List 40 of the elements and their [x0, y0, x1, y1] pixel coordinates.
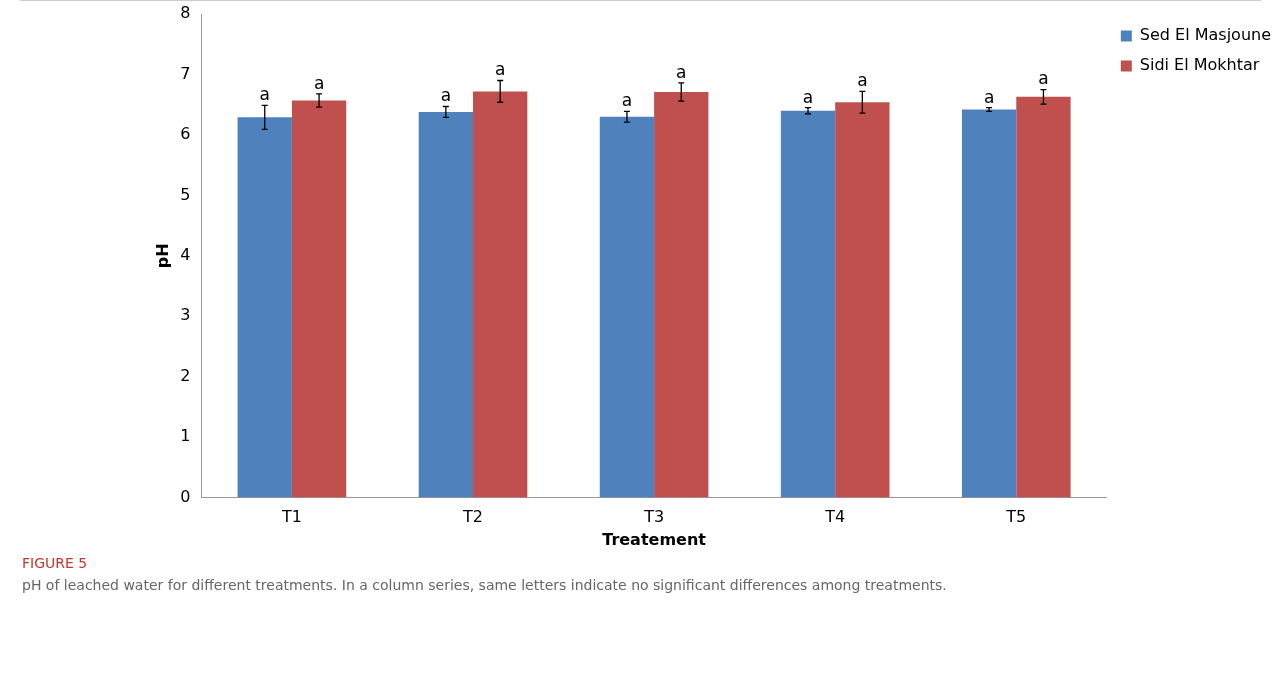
y-tick-label: 8 — [180, 3, 191, 23]
x-tick-label: T1 — [280, 507, 302, 527]
y-tick-label: 0 — [180, 486, 191, 506]
bar — [418, 111, 474, 498]
bar — [473, 91, 528, 498]
bar — [780, 110, 836, 498]
x-tick-label: T5 — [1005, 507, 1027, 527]
text: pH of leached water for different treatments. In a column series, same letters indicate no significant differences among treatments. — [22, 577, 948, 593]
y-axis-title: pH — [152, 243, 172, 269]
y-tick-label: 6 — [180, 124, 191, 144]
x-tick-label: T2 — [462, 507, 483, 527]
y-tick-label: 7 — [180, 63, 191, 83]
data-label: a — [802, 86, 814, 107]
y-tick-label: 3 — [180, 305, 191, 325]
bar — [835, 102, 890, 498]
y-tick-label: 5 — [180, 184, 191, 204]
data-label: a — [857, 70, 868, 91]
bar — [961, 109, 1017, 498]
y-tick-label: 4 — [180, 244, 191, 264]
bar — [237, 117, 292, 498]
data-label: a — [676, 61, 687, 82]
data-label: a — [621, 90, 633, 111]
bar — [599, 116, 655, 498]
bar — [654, 91, 709, 498]
bar — [291, 100, 347, 498]
bar — [1016, 96, 1071, 498]
legend-label: Sidi El Mokhtar — [1139, 55, 1260, 75]
y-tick-label: 1 — [180, 426, 191, 446]
data-label: a — [313, 72, 325, 93]
data-label: a — [983, 86, 995, 107]
x-tick-label: T4 — [824, 507, 846, 527]
data-label: a — [494, 59, 506, 80]
x-tick-label: T3 — [643, 507, 665, 527]
legend-label: Sed El Masjoune — [1139, 25, 1271, 45]
x-axis-title: Treatement — [602, 529, 707, 549]
data-label: a — [259, 84, 270, 105]
data-label: a — [1038, 68, 1049, 89]
y-tick-label: 2 — [180, 365, 191, 385]
caption: FIGURE 5 — [22, 555, 89, 571]
data-label: a — [440, 85, 452, 106]
